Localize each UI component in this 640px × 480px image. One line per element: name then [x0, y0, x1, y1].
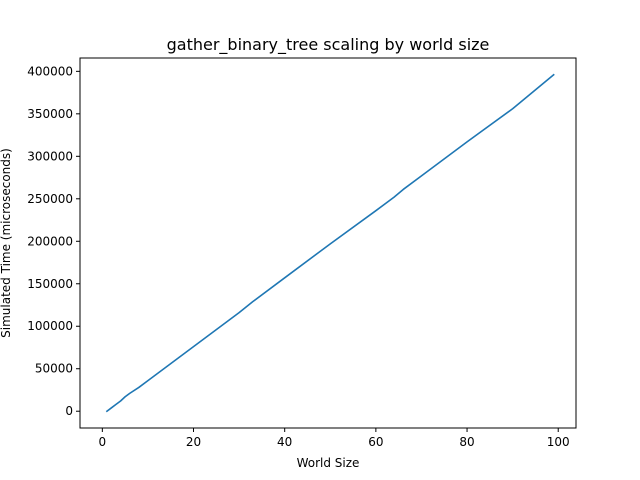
plot-area — [105, 73, 555, 413]
x-tick-label: 40 — [277, 435, 292, 449]
y-tick-label: 150000 — [27, 277, 73, 291]
x-axis: 0 20 40 60 80 100 — [99, 428, 570, 449]
y-tick-label: 300000 — [27, 149, 73, 163]
y-tick-label: 50000 — [35, 362, 73, 376]
y-tick-label: 350000 — [27, 107, 73, 121]
y-tick-label: 0 — [65, 404, 73, 418]
x-tick-label: 100 — [547, 435, 570, 449]
y-axis-label: Simulated Time (microseconds) — [0, 148, 13, 338]
y-axis: 0 50000 100000 150000 200000 250000 300000 3500… — [27, 64, 80, 418]
x-tick-label: 80 — [459, 435, 474, 449]
plot-frame — [79, 57, 577, 429]
x-tick-label: 0 — [99, 435, 107, 449]
y-tick-label: 250000 — [27, 192, 73, 206]
x-tick-label: 60 — [368, 435, 383, 449]
y-tick-label: 200000 — [27, 234, 73, 248]
y-tick-label: 400000 — [27, 64, 73, 78]
series-line-0 — [105, 73, 555, 413]
y-tick-label: 100000 — [27, 319, 73, 333]
x-tick-label: 20 — [186, 435, 201, 449]
chart-title: gather_binary_tree scaling by world size — [167, 35, 490, 55]
x-axis-label: World Size — [297, 456, 360, 470]
